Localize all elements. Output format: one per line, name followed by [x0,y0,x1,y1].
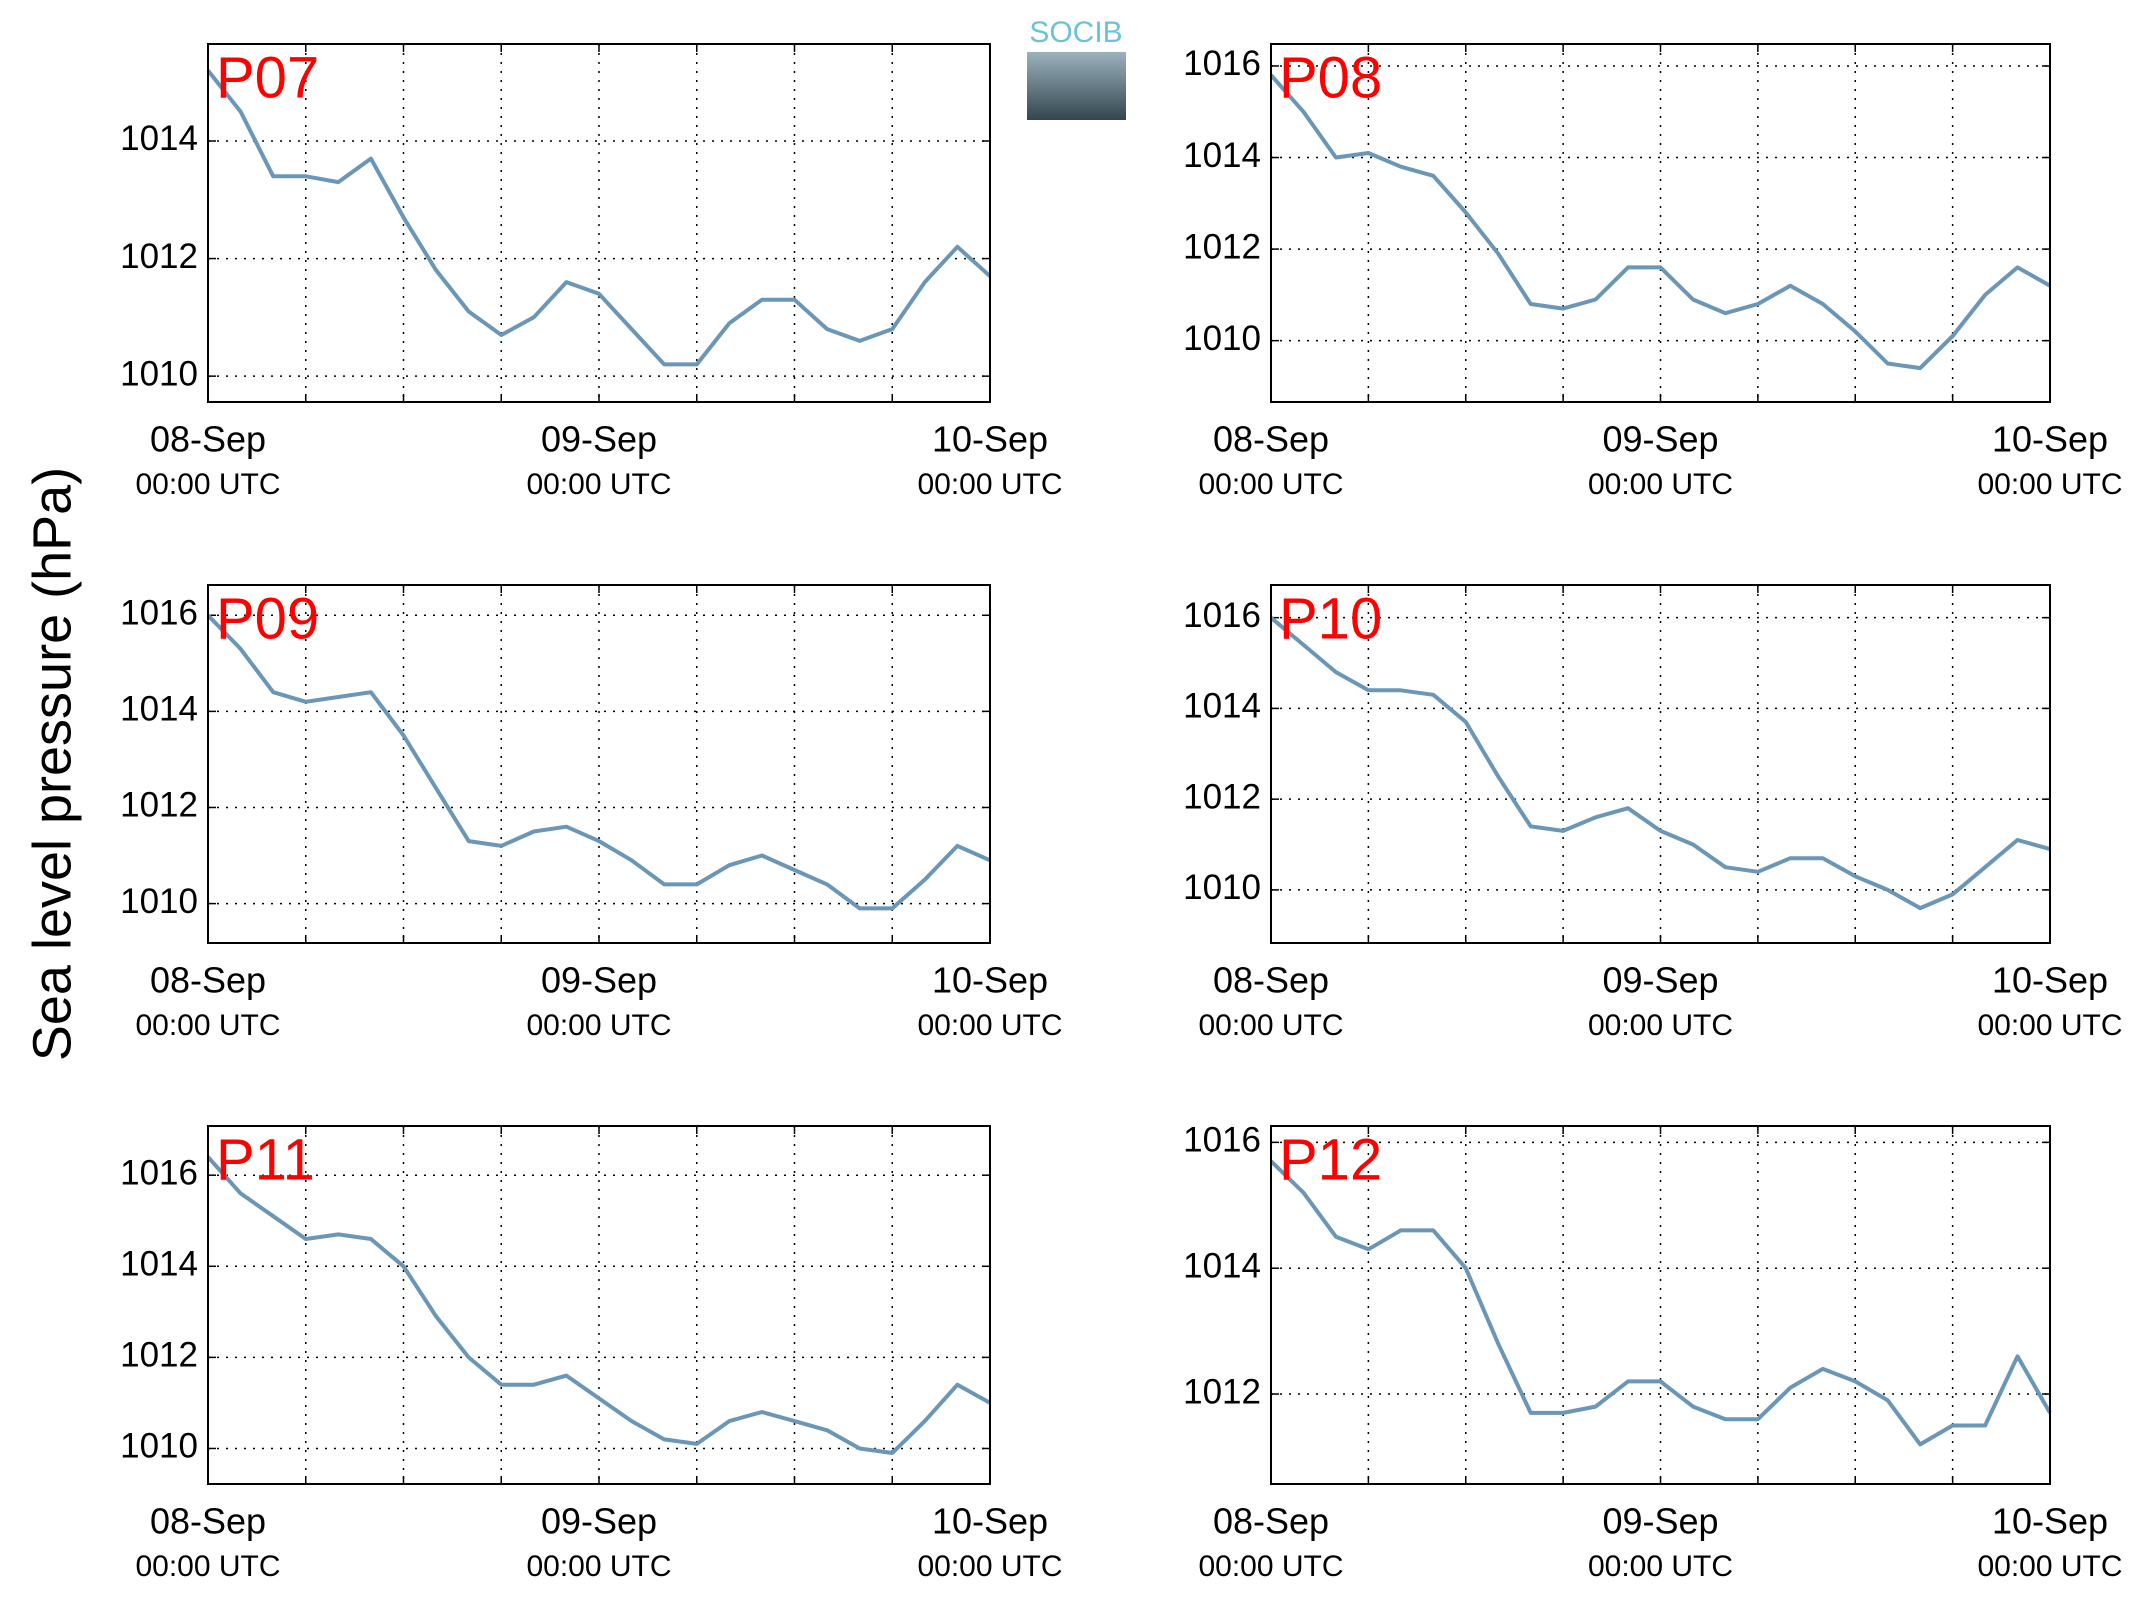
x-tick-label: 09-Sep [541,419,657,460]
data-line [1269,73,2051,371]
x-tick-label: 09-Sep [1602,1501,1718,1542]
y-tick-label: 1014 [120,690,198,729]
x-tick-sublabel: 00:00 UTC [1588,468,1733,501]
y-tick-label: 1016 [120,594,198,633]
logo-block [1027,52,1126,120]
y-tick-label: 1016 [1183,1121,1261,1160]
y-tick-label: 1010 [1183,319,1261,358]
y-tick-label: 1016 [120,1153,198,1192]
x-tick-label: 10-Sep [1992,1501,2108,1542]
x-tick-label: 10-Sep [932,960,1048,1001]
logo-text: SOCIB [1029,16,1122,49]
subplot: 1010 1012 1014 1016 08-Sep 00:00 UTC 09-Sep 00:… [120,584,1063,1042]
subplot: 1010 1012 1014 08-Sep 00:00 UTC 09-Sep 00:00 U… [120,43,1063,501]
x-tick-sublabel: 00:00 UTC [917,1009,1062,1042]
plot-frame [207,43,991,403]
y-tick-label: 1014 [120,1245,198,1284]
subplot: 1010 1012 1014 1016 08-Sep 00:00 UTC 09-Sep 00:… [1183,43,2123,501]
panel-title: P08 [1279,45,1382,110]
subplot: 1010 1012 1014 1016 08-Sep 00:00 UTC 09-Sep 00:… [1183,584,2123,1042]
panel-title: P12 [1279,1127,1382,1192]
data-line [206,69,992,367]
x-tick-label: 09-Sep [1602,419,1718,460]
y-tick-label: 1010 [1183,868,1261,907]
x-tick-sublabel: 00:00 UTC [917,468,1062,501]
x-tick-label: 09-Sep [1602,960,1718,1001]
y-tick-label: 1010 [120,354,198,393]
y-tick-label: 1016 [1183,596,1261,635]
x-tick-sublabel: 00:00 UTC [135,1550,280,1583]
y-tick-label: 1016 [1183,44,1261,83]
plot-frame [1270,43,2051,403]
x-tick-label: 08-Sep [150,1501,266,1542]
x-tick-sublabel: 00:00 UTC [1198,468,1343,501]
x-tick-sublabel: 00:00 UTC [1198,1009,1343,1042]
y-tick-label: 1012 [120,237,198,276]
x-tick-sublabel: 00:00 UTC [1588,1550,1733,1583]
x-tick-sublabel: 00:00 UTC [1977,1009,2122,1042]
x-tick-sublabel: 00:00 UTC [135,468,280,501]
x-tick-label: 09-Sep [541,1501,657,1542]
y-tick-label: 1012 [120,1336,198,1375]
x-tick-sublabel: 00:00 UTC [526,468,671,501]
x-tick-sublabel: 00:00 UTC [135,1009,280,1042]
subplot: 1010 1012 1014 1016 08-Sep 00:00 UTC 09-Sep 00:… [120,1125,1063,1583]
y-tick-label: 1012 [1183,227,1261,266]
y-tick-label: 1010 [120,1427,198,1466]
x-tick-sublabel: 00:00 UTC [1977,1550,2122,1583]
panel-title: P07 [216,45,319,110]
x-tick-label: 10-Sep [932,419,1048,460]
panel-title: P09 [216,586,319,651]
x-tick-label: 08-Sep [1213,960,1329,1001]
plot-frame [1270,584,2051,944]
x-tick-label: 08-Sep [1213,1501,1329,1542]
x-tick-label: 08-Sep [1213,419,1329,460]
subplot: 1012 1014 1016 08-Sep 00:00 UTC 09-Sep 00:00 U… [1183,1121,2122,1583]
plot-frame [1270,1125,2051,1485]
y-tick-label: 1014 [120,119,198,158]
x-tick-sublabel: 00:00 UTC [1198,1550,1343,1583]
x-tick-sublabel: 00:00 UTC [1977,468,2122,501]
x-tick-label: 10-Sep [932,1501,1048,1542]
data-line [206,613,991,911]
x-tick-label: 10-Sep [1992,960,2108,1001]
plot-frame [207,1125,991,1485]
y-tick-label: 1012 [1183,777,1261,816]
panel-title: P10 [1279,586,1382,651]
x-tick-sublabel: 00:00 UTC [526,1009,671,1042]
x-tick-sublabel: 00:00 UTC [526,1550,671,1583]
y-tick-label: 1014 [1183,136,1261,175]
y-tick-label: 1012 [120,786,198,825]
x-tick-sublabel: 00:00 UTC [917,1550,1062,1583]
y-tick-label: 1014 [1183,1246,1261,1285]
panel-title: P11 [216,1127,315,1192]
data-line [206,1155,991,1455]
y-tick-label: 1010 [120,882,198,921]
y-tick-label: 1012 [1183,1372,1261,1411]
x-tick-label: 10-Sep [1992,419,2108,460]
x-tick-label: 08-Sep [150,419,266,460]
y-axis-label: Sea level pressure (hPa) [22,467,82,1061]
x-tick-sublabel: 00:00 UTC [1588,1009,1733,1042]
data-line [1269,616,2051,911]
plot-frame [207,584,991,944]
data-line [1269,1159,2052,1447]
logo: SOCIB [1027,16,1126,120]
y-tick-label: 1014 [1183,687,1261,726]
x-tick-label: 08-Sep [150,960,266,1001]
x-tick-label: 09-Sep [541,960,657,1001]
